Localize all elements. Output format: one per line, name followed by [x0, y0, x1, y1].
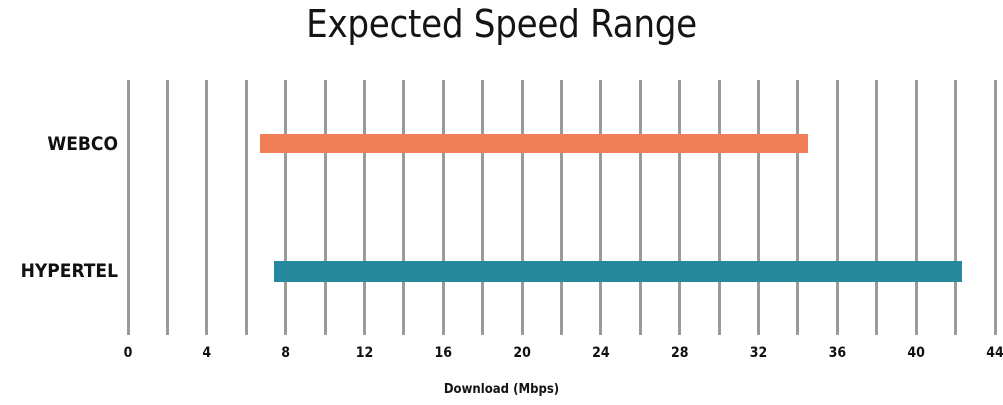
x-tick-label: 40	[907, 345, 925, 361]
gridline	[875, 80, 879, 335]
x-tick-label: 16	[434, 345, 453, 361]
gridline	[402, 80, 406, 335]
gridline	[284, 80, 288, 335]
gridline	[520, 80, 524, 335]
gridline	[560, 80, 563, 335]
category-axis-labels: WEBCO HYPERTEL	[0, 80, 118, 335]
category-label-webco: WEBCO	[47, 132, 118, 155]
gridline	[717, 80, 721, 335]
gridline	[362, 80, 366, 335]
gridline	[323, 80, 327, 335]
x-tick-label: 28	[670, 345, 689, 361]
gridline	[244, 80, 248, 335]
plot-area	[126, 80, 997, 335]
x-tick-label: 0	[123, 345, 133, 361]
x-tick-label: 44	[986, 345, 1003, 361]
gridline	[993, 80, 997, 335]
gridline	[165, 80, 169, 335]
x-tick-label: 24	[592, 345, 610, 361]
gridline	[481, 80, 485, 335]
chart-title: Expected Speed Range	[306, 2, 697, 46]
x-tick-label: 4	[202, 345, 212, 361]
gridline	[126, 80, 130, 335]
x-axis-tick-labels: 0 4 8 12 16 20 24 28 32 36 40 44	[0, 345, 1003, 367]
x-tick-label: 12	[355, 345, 374, 361]
category-label-hypertel: HYPERTEL	[20, 260, 118, 283]
gridline	[796, 80, 800, 335]
gridline	[441, 80, 445, 335]
gridline	[914, 80, 918, 335]
x-tick-label: 20	[513, 345, 531, 361]
gridline	[638, 80, 642, 335]
bar-hypertel	[273, 260, 962, 282]
x-tick-label: 8	[281, 345, 291, 361]
gridline	[954, 80, 958, 335]
gridline	[678, 80, 682, 335]
bar-webco	[260, 134, 808, 154]
x-tick-label: 32	[749, 345, 768, 361]
gridline	[599, 80, 603, 335]
gridline	[757, 80, 761, 335]
gridline	[835, 80, 839, 335]
gridline	[205, 80, 209, 335]
x-tick-label: 36	[828, 345, 847, 361]
x-axis-title: Download (Mbps)	[443, 382, 560, 397]
